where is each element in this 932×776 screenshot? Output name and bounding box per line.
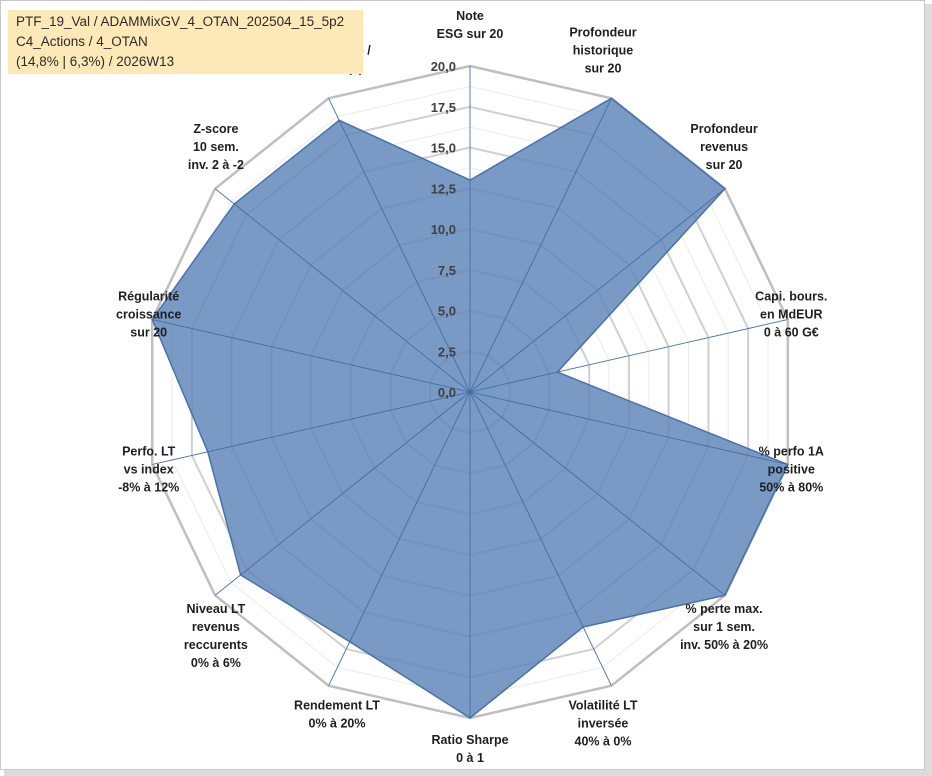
- axis-label-10: Perfo. LT vs index -8% à 12%: [118, 444, 179, 494]
- axis-label-2: Profondeur revenus sur 20: [690, 122, 757, 172]
- spoke-line-over: [469, 319, 788, 393]
- axis-label-8: Rendement LT 0% à 20%: [294, 699, 380, 731]
- spoke-line-over: [214, 391, 471, 596]
- axis-label-5: % perte max. sur 1 sem. inv. 50% à 20%: [680, 602, 768, 652]
- r-tick-label: 20,0: [431, 59, 456, 74]
- title-line-2: C4_Actions / 4_OTAN: [16, 34, 148, 49]
- r-tick-label: 10,0: [431, 222, 456, 237]
- spoke-line-over: [469, 391, 788, 465]
- spoke-line-over: [469, 188, 726, 393]
- axis-label-11: Régularité croissance sur 20: [116, 290, 181, 340]
- chart-title-box: PTF_19_Val / ADAMMixGV_4_OTAN_202504_15_…: [8, 10, 363, 74]
- spoke-line-over: [328, 98, 471, 393]
- r-tick-label: 7,5: [438, 263, 456, 278]
- axis-label-1: Profondeur historique sur 20: [569, 26, 636, 76]
- axis-label-6: Volatilité LT inversée 40% à 0%: [569, 699, 638, 749]
- r-tick-label: 17,5: [431, 100, 456, 115]
- axis-label-4: % perfo 1A positive 50% à 80%: [759, 444, 824, 494]
- frame-shadow-right: [925, 4, 932, 776]
- spoke-line-over: [469, 391, 726, 596]
- r-tick-label: 5,0: [438, 304, 456, 319]
- spoke-line-over: [469, 391, 612, 686]
- axis-label-9: Niveau LT revenus reccurents 0% à 6%: [184, 602, 248, 670]
- axis-label-3: Capi. bours. en MdEUR 0 à 60 G€: [755, 290, 827, 340]
- r-tick-label: 12,5: [431, 181, 456, 196]
- r-tick-label: 15,0: [431, 141, 456, 156]
- spoke-line-over: [152, 319, 471, 393]
- axis-label-12: Z-score 10 sem. inv. 2 à -2: [188, 122, 244, 172]
- spoke-line-over: [152, 391, 471, 465]
- spoke-line-over: [328, 391, 471, 686]
- title-line-1: PTF_19_Val / ADAMMixGV_4_OTAN_202504_15_…: [16, 14, 345, 29]
- axis-label-7: Ratio Sharpe 0 à 1: [431, 733, 508, 765]
- r-tick-label: 0,0: [438, 385, 456, 400]
- title-line-3: (14,8% | 6,3%) / 2026W13: [16, 54, 175, 69]
- axis-label-0: Note ESG sur 20: [437, 9, 504, 41]
- frame-shadow-bottom: [4, 770, 932, 776]
- r-tick-label: 2,5: [438, 344, 456, 359]
- spoke-line-over: [469, 98, 612, 393]
- spoke-line-over: [214, 188, 471, 393]
